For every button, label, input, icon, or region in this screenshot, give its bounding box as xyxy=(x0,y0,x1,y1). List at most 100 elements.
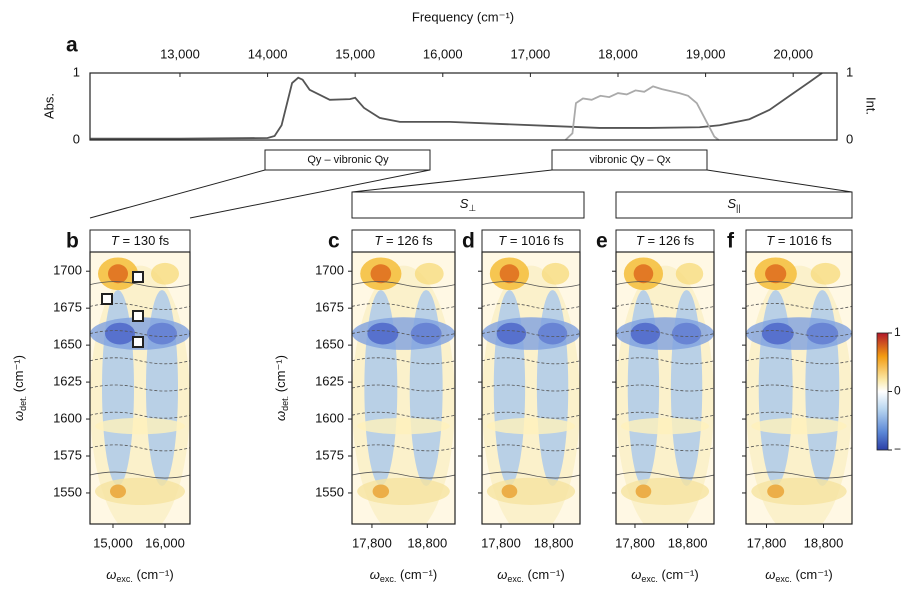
panel-label: c xyxy=(328,230,340,253)
map-blob xyxy=(108,264,128,284)
group-sub: ⊥ xyxy=(468,203,476,213)
map-blob xyxy=(633,264,654,284)
x-symbol: ω xyxy=(631,567,641,582)
y-tick-label: 1550 xyxy=(315,484,344,499)
marker xyxy=(132,336,144,348)
y-tick-label: 1625 xyxy=(315,374,344,389)
contour xyxy=(482,281,580,289)
contour xyxy=(616,471,714,479)
x-axis-title: ωexc. (cm⁻¹) xyxy=(497,567,564,584)
contour-map xyxy=(482,252,580,524)
map-blob xyxy=(671,322,702,345)
map-blob xyxy=(675,262,704,285)
map-blob xyxy=(95,477,185,505)
plot-frame xyxy=(745,251,853,525)
bracket-box xyxy=(264,149,431,171)
map-blob xyxy=(95,417,185,435)
x-tick-label: 17,800 xyxy=(352,535,392,550)
map-blob xyxy=(635,484,652,499)
map-blob xyxy=(751,477,847,505)
y-axis-title: Abs. xyxy=(41,93,56,119)
contour xyxy=(746,303,852,310)
panel-title: T = 126 fs xyxy=(374,233,433,248)
x-axis-title: ωexc. (cm⁻¹) xyxy=(106,567,173,584)
spectrum-line xyxy=(90,72,823,140)
map-blob xyxy=(541,262,570,285)
title-text: = 126 fs xyxy=(644,233,695,248)
panel-title: T = 1016 fs xyxy=(766,233,832,248)
y-tick-label: 1700 xyxy=(53,263,82,278)
plot-frame xyxy=(89,72,838,141)
title-text: = 1016 fs xyxy=(506,233,564,248)
x-sub: exc. xyxy=(116,574,133,584)
contour-map xyxy=(90,252,190,524)
group-var: S xyxy=(460,196,469,211)
contour xyxy=(352,281,455,289)
x-sub: exc. xyxy=(641,574,658,584)
y-tick-label: 1675 xyxy=(53,300,82,315)
map-blob xyxy=(765,264,787,284)
title-var: T xyxy=(374,233,383,248)
contour xyxy=(746,444,852,452)
spectrum-line xyxy=(564,85,720,141)
y2-tick-label: 1 xyxy=(846,64,853,79)
contour xyxy=(746,471,852,479)
x-symbol: ω xyxy=(370,567,380,582)
x-sub: exc. xyxy=(507,574,524,584)
contour xyxy=(352,471,455,479)
contour-map xyxy=(746,252,852,524)
x-symbol: ω xyxy=(106,567,116,582)
marker xyxy=(132,271,144,283)
contour xyxy=(352,303,455,310)
x-symbol: ω xyxy=(497,567,507,582)
map-blob xyxy=(367,322,399,345)
y2-axis-title: Int. xyxy=(864,97,879,115)
y-axis-title: ωdet. (cm⁻¹) xyxy=(273,355,290,421)
zoom-line xyxy=(351,169,553,193)
map-blob xyxy=(372,484,390,499)
contour xyxy=(352,384,455,392)
y-unit: (cm⁻¹) xyxy=(11,355,26,396)
y-tick-label: 1575 xyxy=(315,447,344,462)
title-var: T xyxy=(636,233,645,248)
title-text: = 130 fs xyxy=(119,233,170,248)
x-unit: (cm⁻¹) xyxy=(792,567,833,582)
x-tick-label: 15,000 xyxy=(335,46,375,61)
marker xyxy=(101,293,113,305)
title-var: T xyxy=(498,233,507,248)
map-blob xyxy=(537,322,568,345)
panel-title: T = 1016 fs xyxy=(498,233,564,248)
x-axis-title: Frequency (cm⁻¹) xyxy=(412,9,514,24)
y-unit: (cm⁻¹) xyxy=(273,355,288,396)
y-tick-label: 1650 xyxy=(315,337,344,352)
plot-frame xyxy=(615,251,715,525)
x-tick-label: 18,800 xyxy=(804,535,844,550)
map-blob xyxy=(810,262,841,285)
x-tick-label: 19,000 xyxy=(686,46,726,61)
y-sub: det. xyxy=(280,396,290,411)
group-var: S xyxy=(727,196,736,211)
y-symbol: ω xyxy=(273,411,288,421)
panel-title: T = 130 fs xyxy=(111,233,170,248)
plot-frame xyxy=(481,251,581,525)
contour xyxy=(90,384,190,392)
panel-label: f xyxy=(727,230,735,253)
contour xyxy=(90,444,190,452)
group-label: S⊥ xyxy=(460,196,477,213)
x-unit: (cm⁻¹) xyxy=(524,567,565,582)
panel-label: a xyxy=(66,34,78,57)
x-tick-label: 14,000 xyxy=(248,46,288,61)
x-tick-label: 20,000 xyxy=(773,46,813,61)
x-tick-label: 17,000 xyxy=(511,46,551,61)
y-tick-label: 1575 xyxy=(53,447,82,462)
zoom-line xyxy=(189,169,431,219)
contour xyxy=(746,411,852,419)
group-sub: || xyxy=(736,203,741,213)
contour xyxy=(352,357,455,365)
map-blob xyxy=(806,322,839,345)
map-blob xyxy=(151,262,179,285)
y-tick-label: 1 xyxy=(73,64,80,79)
zoom-line xyxy=(89,169,266,219)
contour xyxy=(746,384,852,392)
